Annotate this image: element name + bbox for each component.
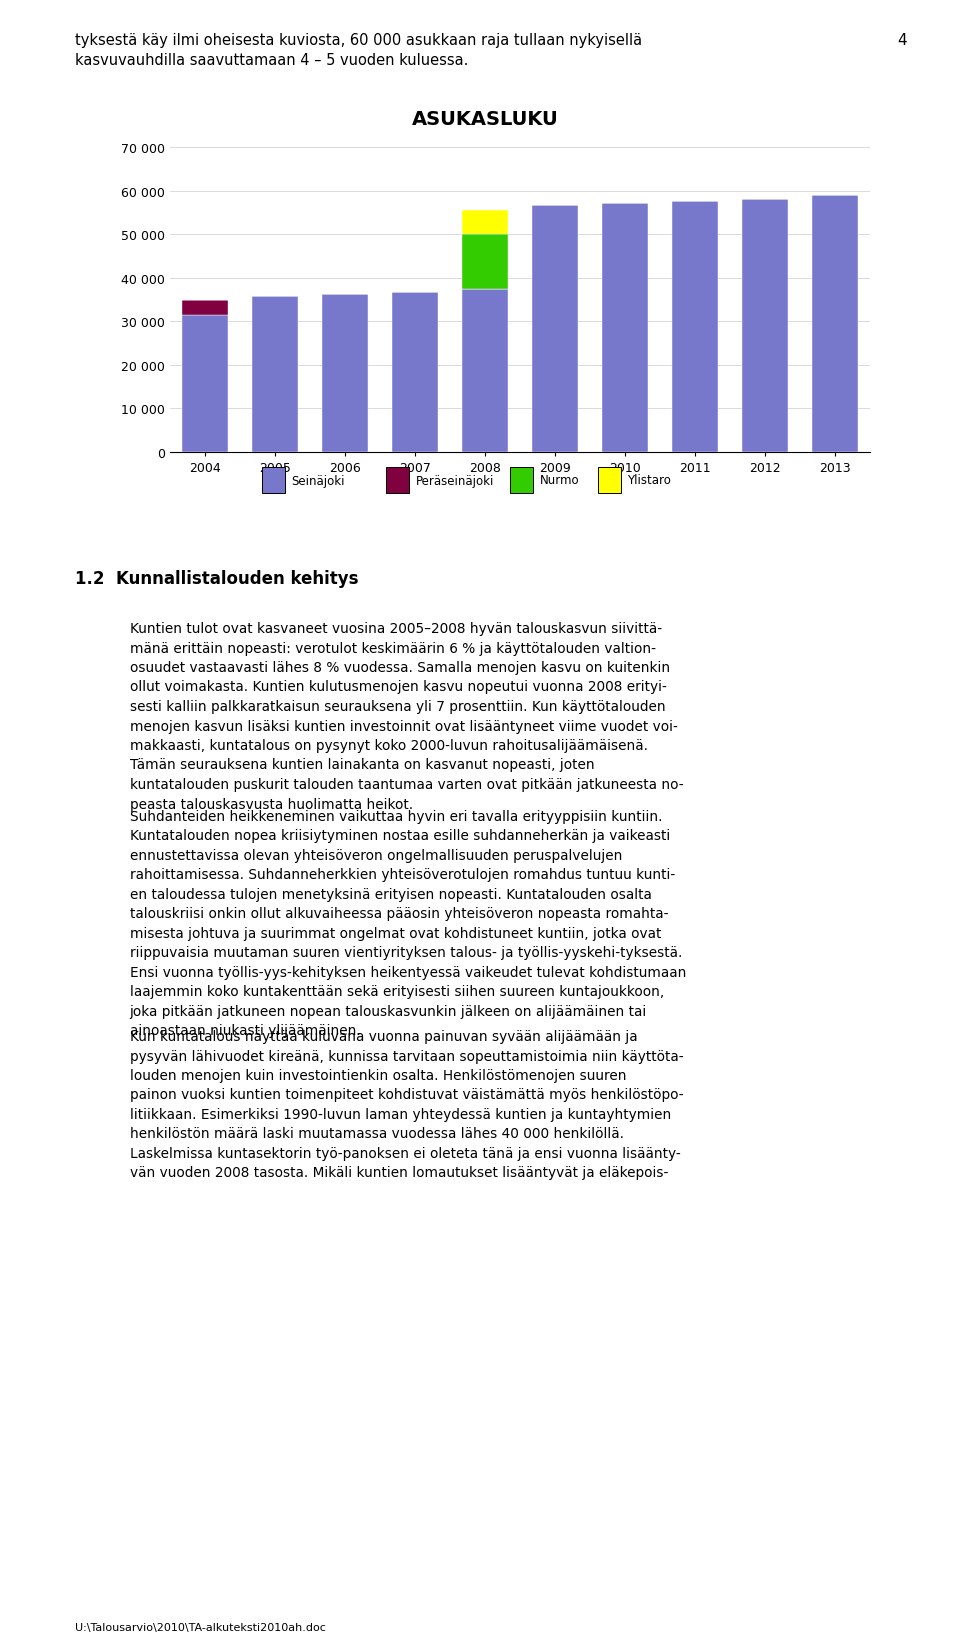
Text: Peräseinäjoki: Peräseinäjoki xyxy=(416,475,494,488)
Text: Ylistaro: Ylistaro xyxy=(628,475,671,488)
Bar xyxy=(532,206,578,453)
Bar xyxy=(672,203,718,453)
Bar xyxy=(182,300,228,315)
Text: ASUKASLUKU: ASUKASLUKU xyxy=(412,110,559,129)
FancyBboxPatch shape xyxy=(597,468,620,494)
Bar xyxy=(463,236,508,290)
Bar xyxy=(742,199,788,453)
FancyBboxPatch shape xyxy=(262,468,285,494)
Text: 4: 4 xyxy=(898,33,907,48)
Bar xyxy=(252,297,298,453)
Text: Seinäjoki: Seinäjoki xyxy=(292,475,346,488)
Bar xyxy=(463,290,508,453)
Text: U:\Talousarvio\2010\TA-alkuteksti2010ah.doc: U:\Talousarvio\2010\TA-alkuteksti2010ah.… xyxy=(75,1622,325,1632)
FancyBboxPatch shape xyxy=(386,468,409,494)
Bar xyxy=(812,196,857,453)
FancyBboxPatch shape xyxy=(510,468,533,494)
Text: Nurmo: Nurmo xyxy=(540,475,580,488)
Text: Kun kuntatalous näyttää kuluvana vuonna painuvan syvään alijäämään ja
pysyvän lä: Kun kuntatalous näyttää kuluvana vuonna … xyxy=(130,1030,684,1180)
Text: 1.2  Kunnallistalouden kehitys: 1.2 Kunnallistalouden kehitys xyxy=(75,570,358,588)
Text: tyksestä käy ilmi oheisesta kuviosta, 60 000 asukkaan raja tullaan nykyisellä
ka: tyksestä käy ilmi oheisesta kuviosta, 60… xyxy=(75,33,642,68)
Bar xyxy=(393,293,438,453)
Bar xyxy=(323,295,368,453)
Text: Kuntien tulot ovat kasvaneet vuosina 2005–2008 hyvän talouskasvun siivittä-
mänä: Kuntien tulot ovat kasvaneet vuosina 200… xyxy=(130,621,684,811)
Bar xyxy=(182,315,228,453)
Text: Suhdanteiden heikkeneminen vaikuttaa hyvin eri tavalla erityyppisiin kuntiin.
Ku: Suhdanteiden heikkeneminen vaikuttaa hyv… xyxy=(130,809,686,1038)
Bar xyxy=(463,211,508,236)
Bar xyxy=(602,204,648,453)
